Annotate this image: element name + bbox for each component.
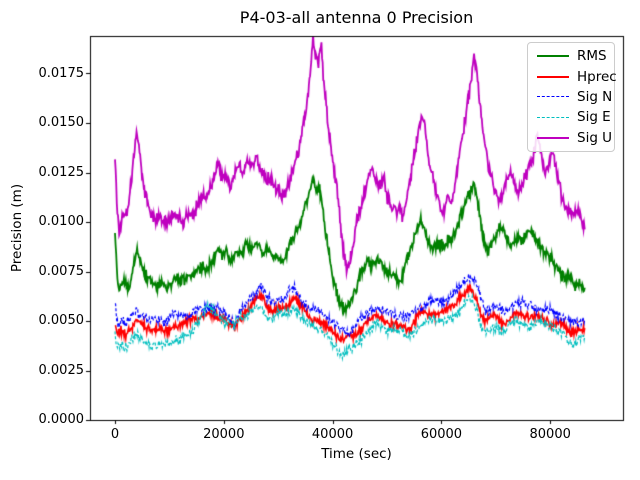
legend-label-sig-u: Sig U	[577, 129, 613, 146]
legend-item-hprec: Hprec	[537, 67, 617, 87]
legend-item-sig-n: Sig N	[537, 87, 612, 107]
legend-line-sig-u-icon	[537, 136, 569, 139]
legend-line-hprec-icon	[537, 75, 569, 78]
legend-item-sig-u: Sig U	[537, 128, 612, 148]
x-tick-label: 80000	[529, 427, 571, 442]
y-tick-label: 0.0175	[38, 65, 85, 81]
chart-title: P4-03-all antenna 0 Precision	[239, 8, 474, 27]
y-axis-label: Precision (m)	[9, 183, 25, 273]
x-axis-label: Time (sec)	[321, 446, 392, 462]
legend-label-sig-e: Sig E	[577, 109, 611, 126]
x-tick-label: 60000	[420, 427, 463, 442]
legend-line-sig-e-icon	[537, 116, 569, 118]
legend-label-hprec: Hprec	[577, 68, 617, 85]
legend-label-rms: RMS	[577, 48, 607, 65]
y-tick-label: 0.0125	[38, 164, 85, 180]
y-tick-label: 0.0075	[38, 263, 85, 279]
legend-item-sig-e: Sig E	[537, 107, 611, 127]
y-tick-label: 0.0050	[38, 313, 85, 328]
x-tick-label: 40000	[311, 427, 354, 442]
y-tick-label: 0.0000	[38, 412, 85, 427]
x-tick-label: 20000	[203, 427, 245, 442]
legend-item-rms: RMS	[537, 46, 608, 66]
y-tick-label: 0.0150	[38, 115, 85, 130]
legend-line-rms-icon	[537, 55, 569, 58]
y-tick-label: 0.0025	[38, 362, 85, 378]
legend-line-sig-n-icon	[537, 96, 569, 98]
x-tick-label: 0	[110, 427, 120, 442]
legend: RMS Hprec Sig N Sig E Sig U	[527, 42, 617, 152]
legend-label-sig-n: Sig N	[577, 88, 613, 105]
y-tick-label: 0.0100	[38, 214, 85, 229]
